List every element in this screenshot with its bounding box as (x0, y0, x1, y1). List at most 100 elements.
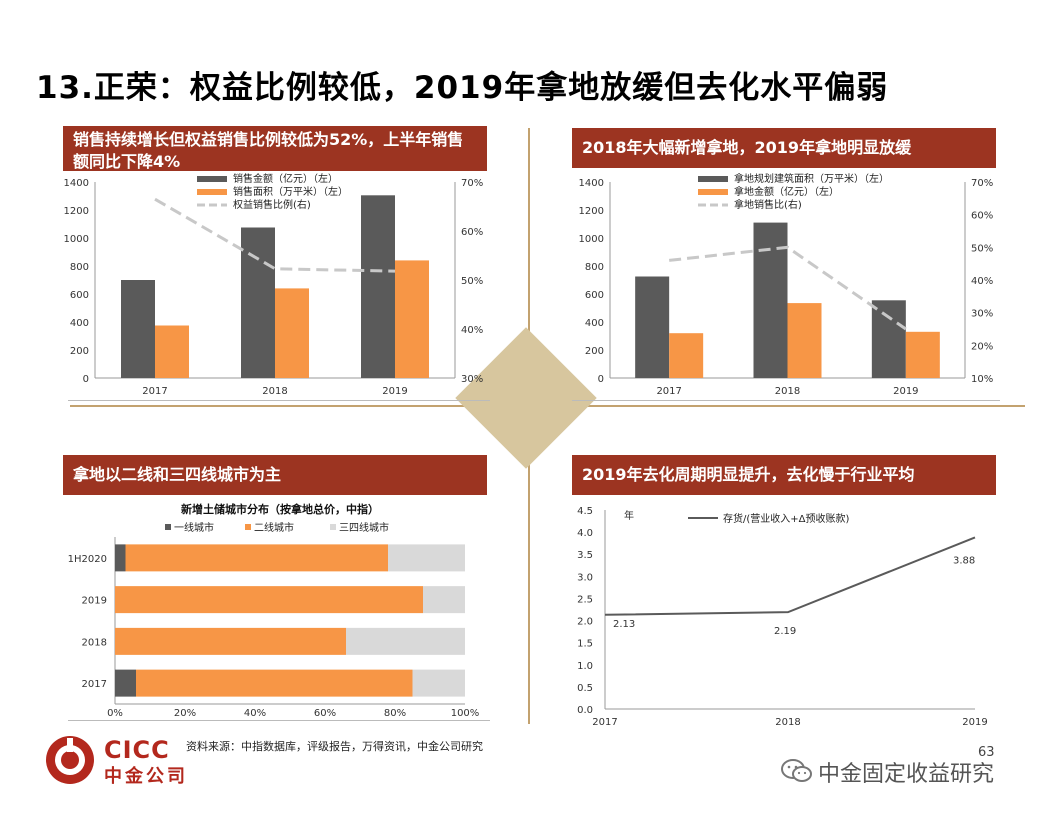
stacked-segment (115, 544, 126, 572)
panel-rule-cities (68, 720, 490, 721)
y-tick-right: 70% (971, 178, 993, 189)
legend-swatch (245, 524, 251, 530)
stacked-segment (115, 586, 423, 614)
stacked-segment (346, 627, 465, 655)
ratio-line (669, 245, 907, 331)
y-tick: 3.0 (577, 572, 593, 583)
y-tick-right: 30% (971, 309, 993, 320)
x-tick: 60% (314, 708, 336, 719)
page-number: 63 (978, 745, 995, 760)
panel-rule-land (572, 400, 1000, 401)
data-label: 2.19 (774, 626, 796, 637)
y-tick-left: 600 (70, 290, 89, 301)
stacked-segment (412, 669, 465, 697)
y-tick-left: 400 (70, 318, 89, 329)
x-tick: 2017 (656, 386, 681, 397)
logo-text-cn: 中金公司 (104, 766, 188, 787)
y-tick-left: 1400 (579, 178, 604, 189)
y-tick-left: 1000 (64, 234, 89, 245)
x-tick: 40% (244, 708, 266, 719)
panel-header-sales: 销售持续增长但权益销售比例较低为52%，上半年销售额同比下降4% (63, 126, 487, 171)
y-tick: 2019 (82, 596, 107, 607)
stacked-segment (125, 544, 388, 572)
legend-label: 拿地金额（亿元）（左） (734, 185, 839, 198)
legend-swatch (197, 189, 227, 195)
y-tick-left: 1200 (64, 206, 89, 217)
y-tick-right: 30% (461, 374, 483, 385)
y-tick-left: 200 (70, 346, 89, 357)
panel-header-destock: 2019年去化周期明显提升，去化慢于行业平均 (572, 455, 996, 495)
y-tick-left: 800 (585, 262, 604, 273)
legend-swatch (197, 176, 227, 182)
y-tick: 1H2020 (68, 554, 107, 565)
y-tick-right: 50% (461, 276, 483, 287)
bar-primary (871, 300, 906, 378)
y-tick: 0.0 (577, 705, 593, 716)
stacked-segment (115, 669, 136, 697)
x-tick: 2018 (775, 717, 800, 728)
data-label: 3.88 (953, 555, 975, 566)
y-tick-right: 60% (461, 227, 483, 238)
y-tick: 4.0 (577, 528, 593, 539)
legend-swatch (165, 524, 171, 530)
x-tick: 2017 (592, 717, 617, 728)
y-tick-right: 10% (971, 374, 993, 385)
destock-line (604, 536, 976, 616)
y-tick: 0.5 (577, 683, 593, 694)
panel-rule-sales (68, 400, 490, 401)
y-tick-left: 800 (70, 262, 89, 273)
y-axis-label: 年 (624, 509, 634, 522)
x-tick: 20% (174, 708, 196, 719)
source-note: 资料来源：中指数据库，评级报告，万得资讯，中金公司研究 (186, 740, 483, 753)
y-tick-left: 1200 (579, 206, 604, 217)
bar-primary (241, 227, 275, 378)
stacked-segment (115, 627, 346, 655)
y-tick-right: 70% (461, 178, 483, 189)
y-tick: 3.5 (577, 550, 593, 561)
y-tick: 1.5 (577, 639, 593, 650)
y-tick: 1.0 (577, 661, 593, 672)
y-tick-right: 40% (461, 325, 483, 336)
y-tick-left: 1400 (64, 178, 89, 189)
x-tick: 2019 (962, 717, 987, 728)
data-label: 2.13 (613, 619, 635, 630)
y-tick-right: 50% (971, 243, 993, 254)
y-tick: 4.5 (577, 506, 593, 517)
y-tick: 2.0 (577, 617, 593, 628)
legend-label: 存货/(营业收入+Δ预收账款) (723, 512, 849, 525)
legend-label: 一线城市 (174, 521, 214, 534)
legend-label: 三四线城市 (339, 521, 389, 534)
cicc-logo-icon (46, 736, 94, 784)
bar-secondary (395, 260, 429, 378)
chart-title: 新增土储城市分布（按拿地总价，中指） (181, 502, 379, 516)
stacked-segment (423, 586, 465, 614)
x-tick: 100% (451, 708, 480, 719)
y-tick-left: 0 (598, 374, 604, 385)
y-tick-left: 0 (83, 374, 89, 385)
x-tick: 80% (384, 708, 406, 719)
y-tick-right: 40% (971, 276, 993, 287)
legend-label: 拿地规划建筑面积（万平米）（左） (734, 172, 889, 185)
panel-header-cities: 拿地以二线和三四线城市为主 (63, 455, 487, 495)
legend-label: 权益销售比例(右) (233, 198, 311, 211)
y-tick: 2018 (82, 637, 107, 648)
y-tick-left: 1000 (579, 234, 604, 245)
x-tick: 2017 (142, 386, 167, 397)
x-tick: 2019 (382, 386, 407, 397)
bar-primary (361, 195, 395, 378)
x-tick: 2018 (262, 386, 287, 397)
page-title: 13.正荣：权益比例较低，2019年拿地放缓但去化水平偏弱 (36, 70, 889, 106)
y-tick-left: 600 (585, 290, 604, 301)
y-tick-left: 200 (585, 346, 604, 357)
x-tick: 0% (107, 708, 123, 719)
bar-secondary (787, 303, 822, 378)
legend-label: 拿地销售比(右) (734, 198, 802, 211)
y-tick-right: 60% (971, 211, 993, 222)
bar-primary (121, 280, 155, 378)
panel-header-land: 2018年大幅新增拿地，2019年拿地明显放缓 (572, 128, 996, 168)
bar-secondary (275, 288, 309, 378)
ratio-line (154, 197, 396, 273)
legend-swatch (698, 176, 728, 182)
